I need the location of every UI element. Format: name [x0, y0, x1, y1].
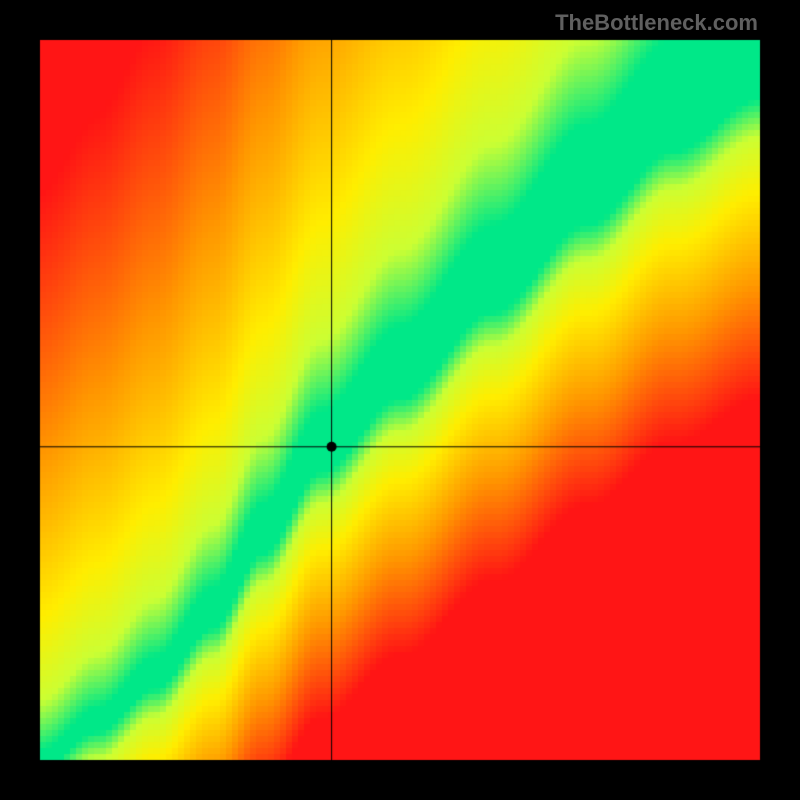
- chart-container: TheBottleneck.com: [0, 0, 800, 800]
- watermark-text: TheBottleneck.com: [555, 10, 758, 36]
- bottleneck-heatmap: [0, 0, 800, 800]
